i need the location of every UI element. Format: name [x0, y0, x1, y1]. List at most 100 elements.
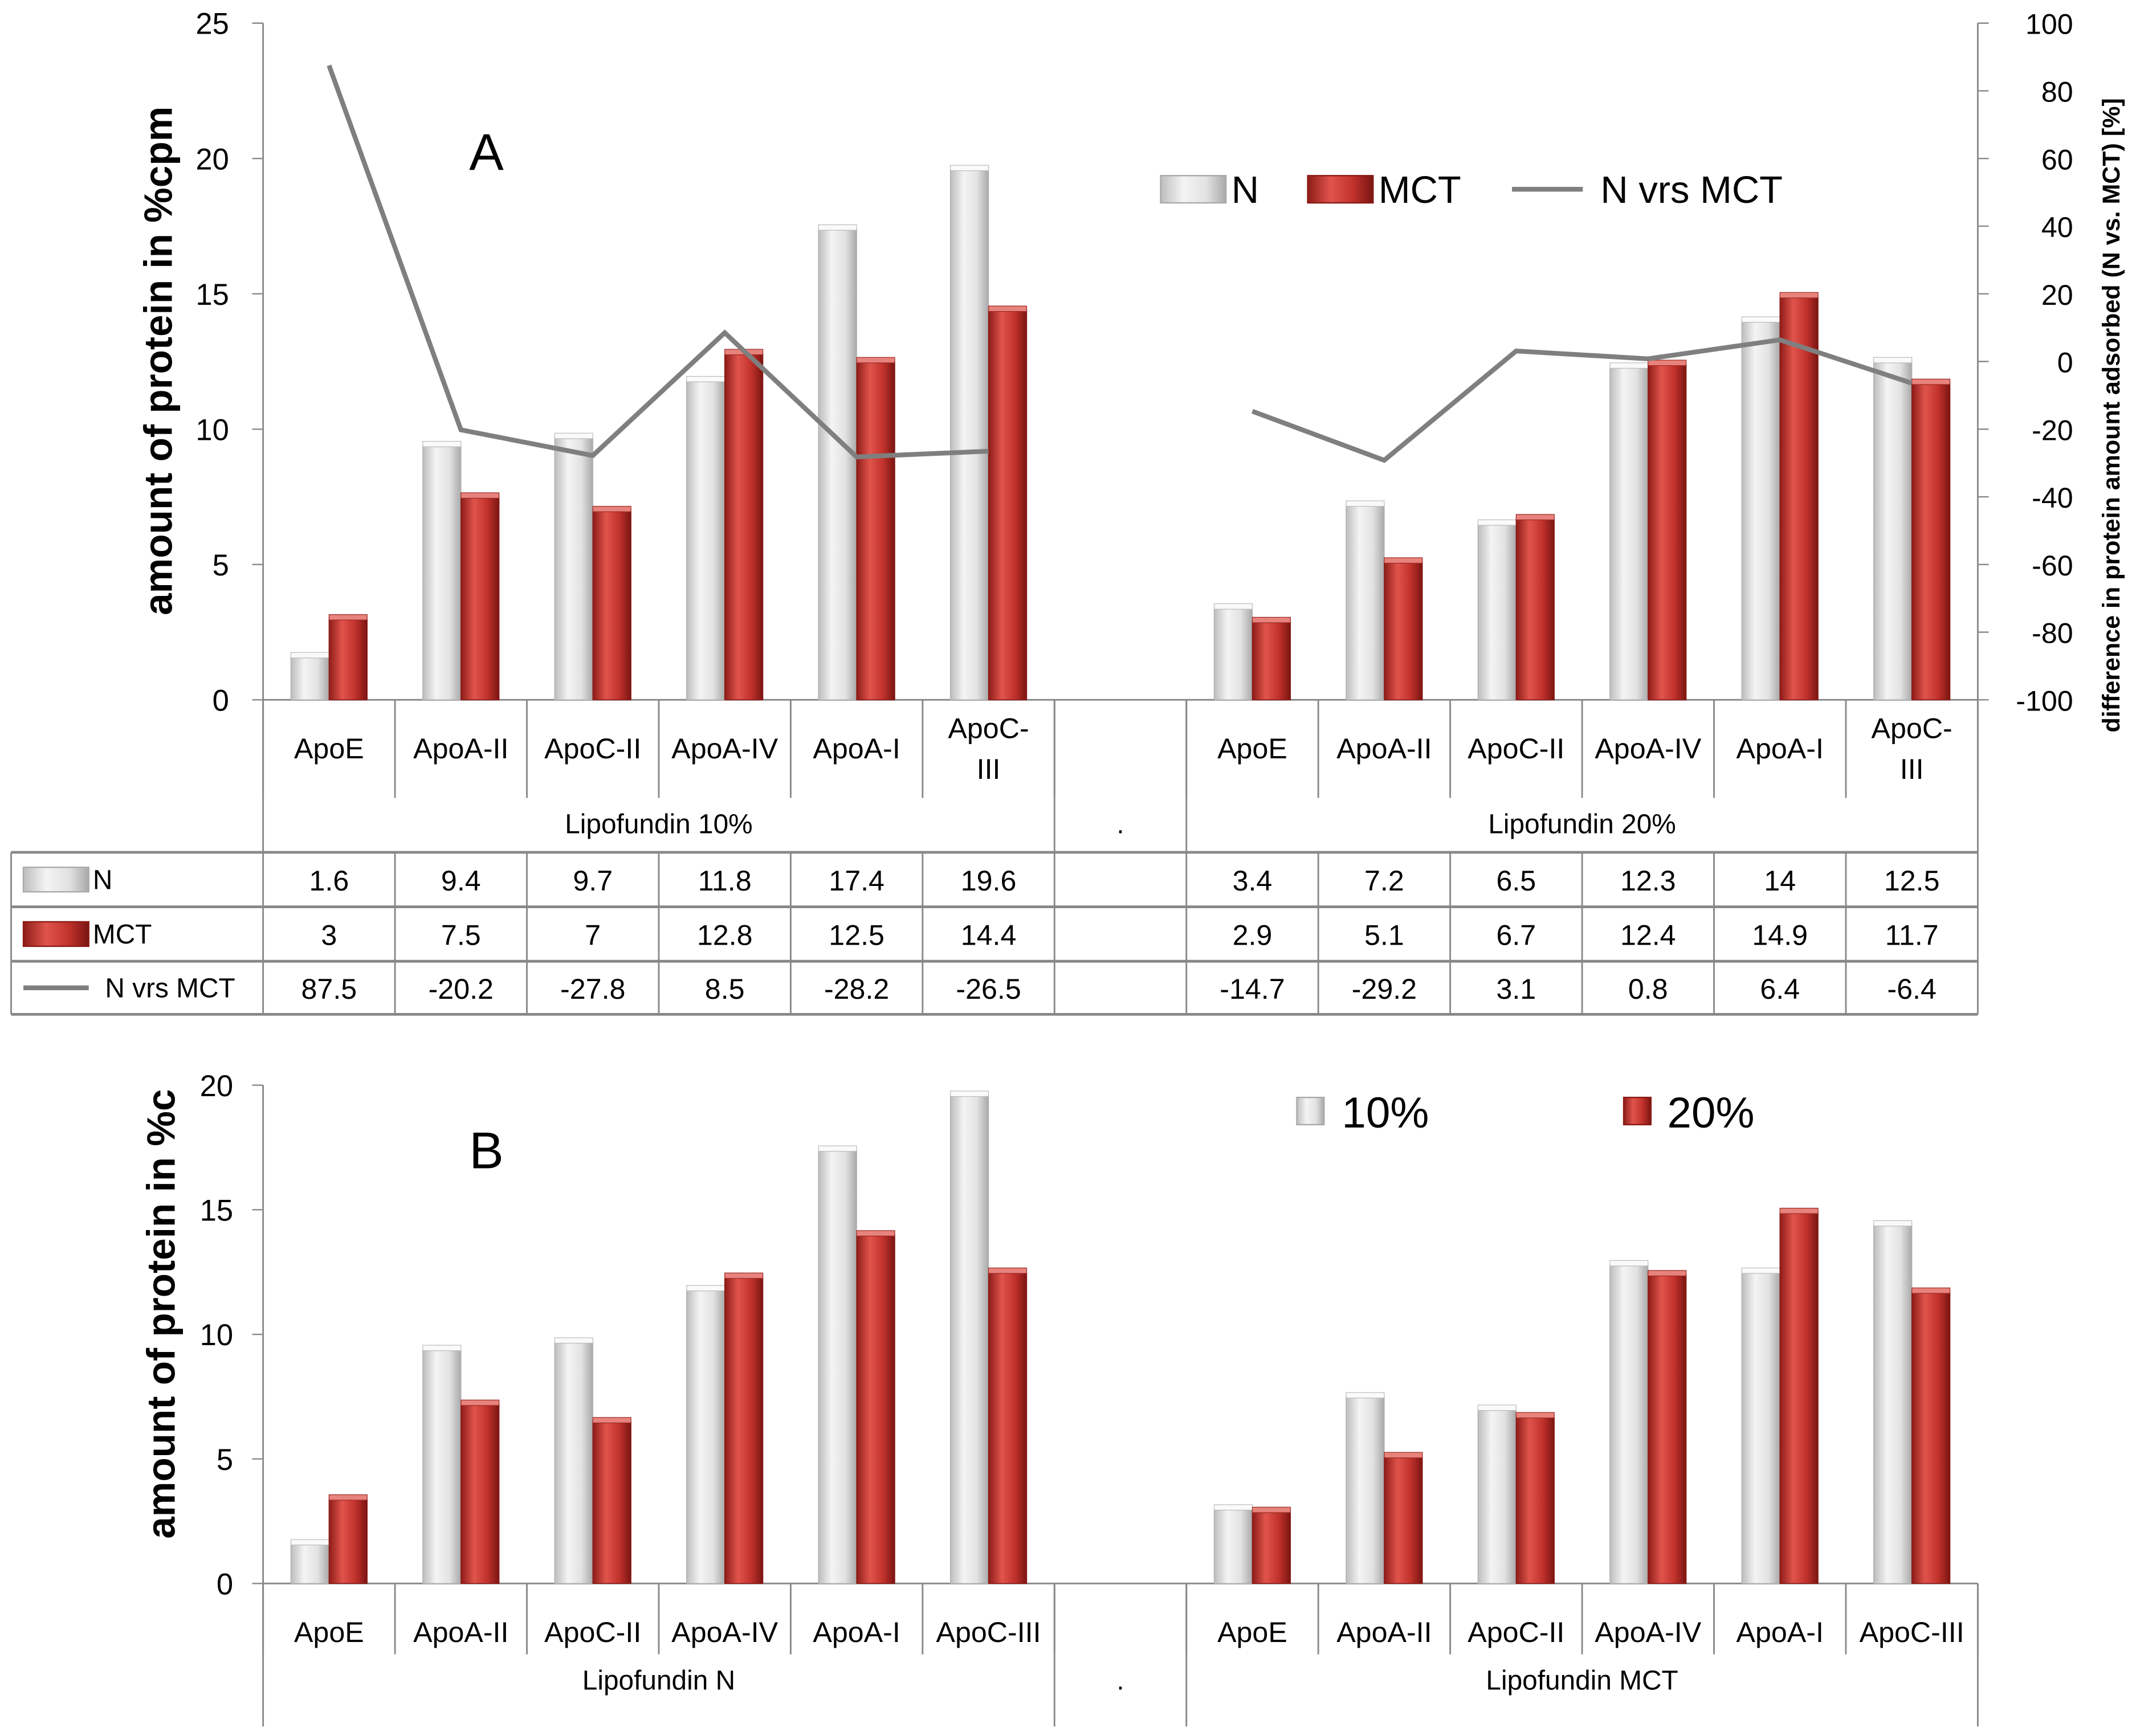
- bar-top: [554, 432, 593, 439]
- bar-top: [290, 1539, 329, 1546]
- bar-20: [1648, 1274, 1687, 1584]
- panel-label: A: [469, 124, 504, 182]
- bar-top: [1609, 362, 1649, 369]
- category-label: ApoC-III: [1860, 1616, 1964, 1648]
- category-label: ApoA-II: [413, 733, 508, 765]
- bar-top: [1346, 1392, 1385, 1399]
- y-tick-label: 5: [213, 549, 229, 582]
- table-cell: 14.9: [1752, 920, 1808, 951]
- bar-mct: [724, 353, 764, 701]
- bar-10: [1477, 1408, 1517, 1584]
- bar-top: [950, 1090, 989, 1097]
- category-label: ApoA-IV: [671, 1616, 778, 1648]
- group-label: Lipofundin 10%: [565, 810, 752, 840]
- table-cell: 87.5: [301, 973, 357, 1005]
- bar-10: [818, 1149, 857, 1584]
- group-label: .: [1116, 810, 1124, 840]
- category-label: ApoC-II: [1468, 1616, 1564, 1648]
- table-cell: 7.2: [1364, 865, 1404, 897]
- category-label: ApoA-IV: [671, 733, 778, 765]
- bar-top: [592, 1417, 631, 1424]
- table-cell: 3.4: [1233, 865, 1273, 897]
- category-label: ApoA-II: [1336, 733, 1432, 765]
- bar-top: [1609, 1260, 1649, 1267]
- table-cell: 9.4: [441, 865, 481, 897]
- legend-label-n: N: [1232, 169, 1259, 211]
- table-legend-swatch: [22, 921, 89, 947]
- group-label: Lipofundin 20%: [1488, 810, 1676, 840]
- y-axis-title: amount of protein in %c: [138, 1089, 183, 1539]
- y-tick-label: 15: [200, 1194, 233, 1227]
- y-axis-title: amount of protein in %cpm: [136, 107, 181, 615]
- table-cell: -28.2: [824, 973, 889, 1005]
- bar-top: [328, 1494, 368, 1501]
- category-label: ApoA-I: [813, 1616, 900, 1648]
- table-cell: 12.8: [697, 920, 753, 951]
- category-label: ApoA-II: [1336, 1616, 1432, 1648]
- bar-n: [554, 436, 593, 701]
- legend-label-20pct: 20%: [1668, 1089, 1755, 1137]
- bar-top: [1741, 1267, 1780, 1274]
- category-label: ApoE: [1217, 1616, 1287, 1648]
- bar-top: [1779, 1207, 1819, 1214]
- y2-tick-label: -80: [2032, 618, 2073, 650]
- bar-n: [818, 228, 857, 701]
- table-cell: 12.5: [1884, 865, 1940, 897]
- line-n-vrs-mct: [1251, 337, 1913, 463]
- bar-top: [422, 1345, 462, 1351]
- table-cell: -20.2: [429, 973, 494, 1005]
- bar-n: [1213, 607, 1253, 701]
- y-tick-label: 0: [213, 684, 229, 717]
- y2-tick-label: -100: [2016, 685, 2073, 717]
- table-cell: 12.4: [1620, 920, 1676, 951]
- table-cell: -27.8: [560, 973, 625, 1005]
- bar-top: [856, 1230, 895, 1237]
- bar-20: [328, 1498, 368, 1584]
- y2-tick-label: 20: [2041, 279, 2073, 311]
- group-label: .: [1116, 1666, 1124, 1696]
- bar-10: [1609, 1264, 1649, 1584]
- y-tick-label: 20: [195, 142, 229, 176]
- y2-tick-label: 60: [2041, 144, 2073, 175]
- legend-swatch-mct: [1307, 175, 1374, 204]
- bar-mct: [1911, 382, 1951, 701]
- table-cell: -6.4: [1887, 973, 1936, 1005]
- group-label: Lipofundin MCT: [1486, 1666, 1678, 1696]
- bar-n: [1609, 366, 1649, 701]
- bar-mct: [1779, 296, 1819, 701]
- bar-mct: [328, 618, 368, 701]
- bar-top: [724, 1272, 764, 1279]
- table-cell: 8.5: [705, 973, 745, 1005]
- legend-label-n-vrs-mct: N vrs MCT: [1600, 169, 1783, 211]
- bar-mct: [856, 361, 895, 701]
- bar-20: [1384, 1456, 1423, 1584]
- bar-20: [592, 1421, 631, 1584]
- y2-tick-label: 0: [2057, 347, 2073, 379]
- bar-mct: [1515, 518, 1555, 701]
- bar-top: [1741, 316, 1780, 323]
- bar-top: [1648, 1270, 1687, 1277]
- bar-20: [988, 1271, 1028, 1584]
- bar-top: [1515, 514, 1555, 521]
- table-cell: 11.7: [1885, 920, 1939, 951]
- category-label: ApoC-II: [1468, 733, 1564, 765]
- table-cell: 14: [1764, 865, 1796, 897]
- bar-top: [328, 614, 368, 620]
- bar-top: [592, 506, 631, 512]
- bar-top: [1384, 557, 1423, 564]
- bar-top: [1648, 360, 1687, 366]
- bar-mct: [460, 496, 500, 701]
- bar-20: [724, 1276, 764, 1584]
- bar-top: [818, 224, 857, 231]
- category-label: ApoC-III: [936, 1616, 1041, 1648]
- category-label: III: [977, 753, 1001, 785]
- legend-swatch-20pct: [1623, 1096, 1652, 1126]
- bar-top: [1384, 1452, 1423, 1459]
- category-label: ApoC-II: [544, 1616, 641, 1648]
- category-label: ApoA-IV: [1595, 1616, 1701, 1648]
- bar-20: [1911, 1291, 1951, 1584]
- table-cell: 7.5: [441, 920, 481, 951]
- table-cell: -29.2: [1352, 973, 1417, 1005]
- y2-tick-label: 80: [2041, 76, 2073, 108]
